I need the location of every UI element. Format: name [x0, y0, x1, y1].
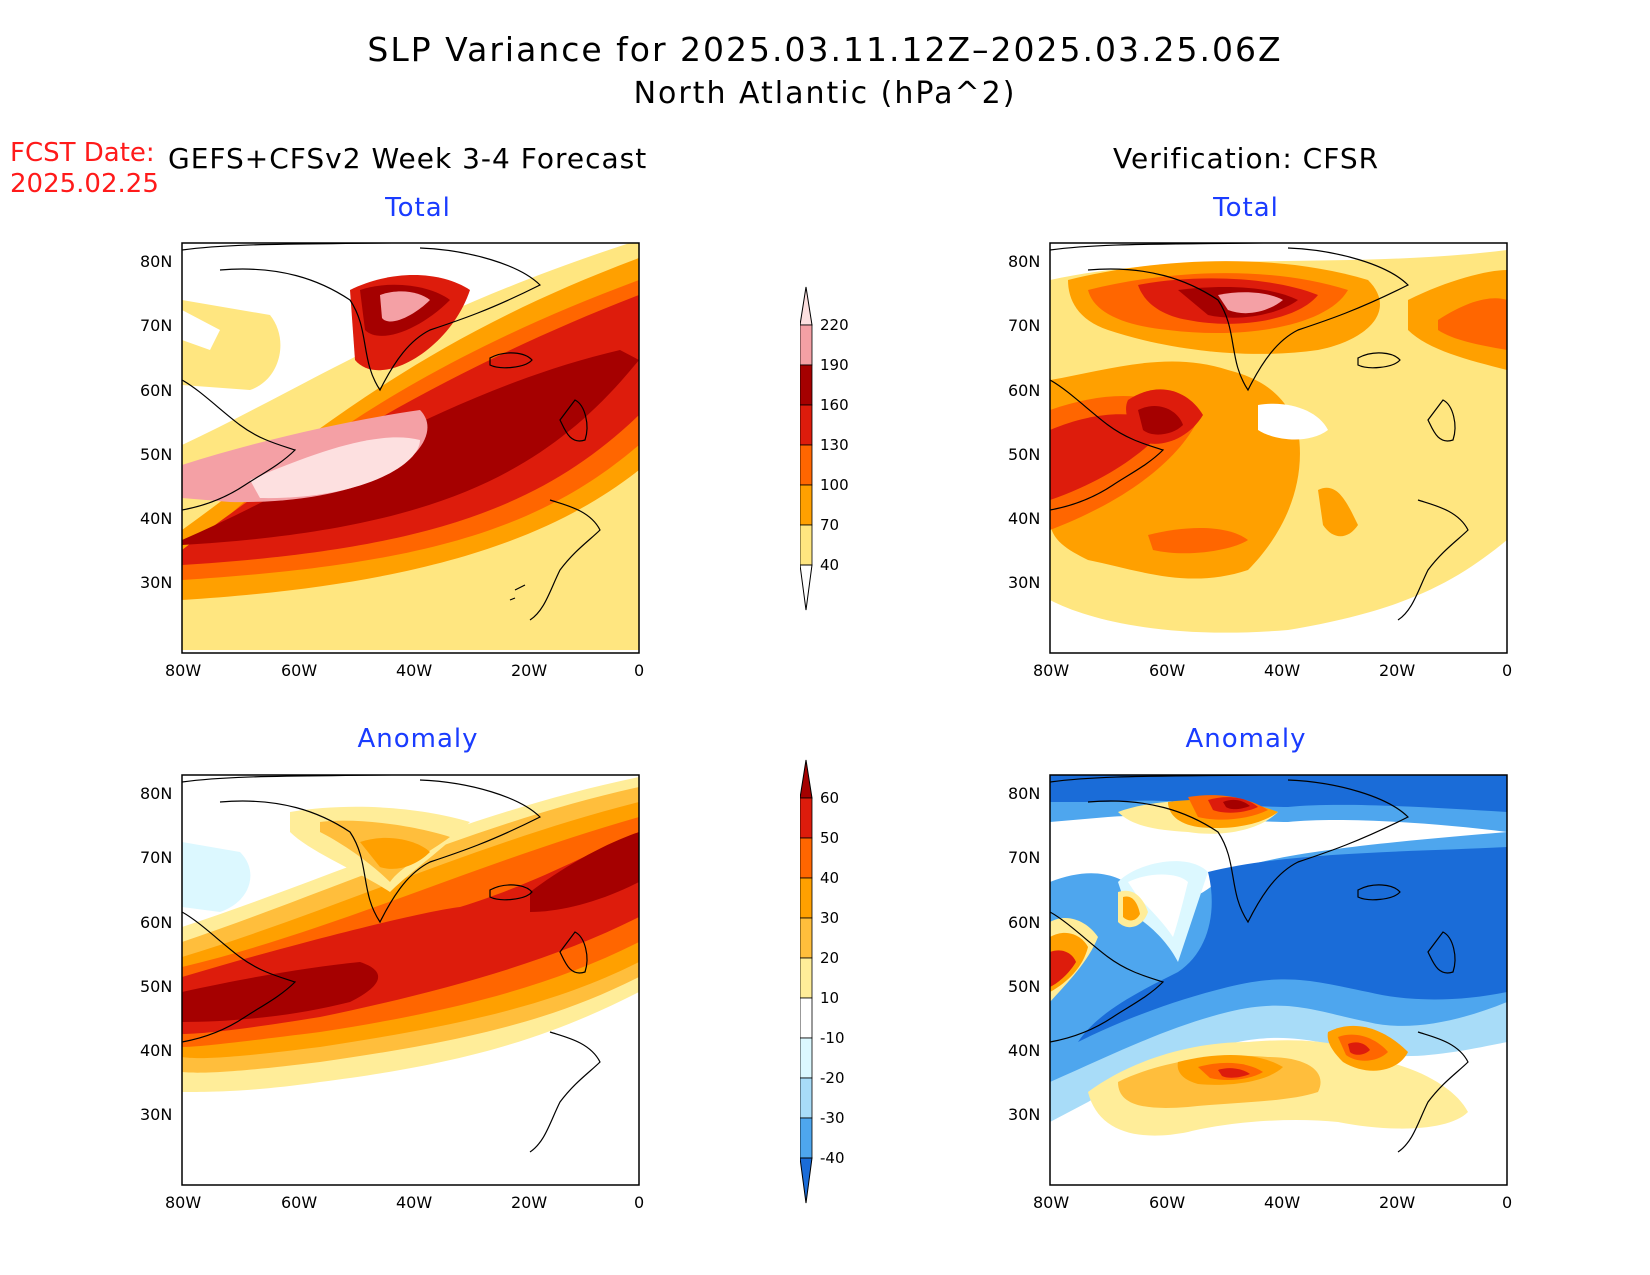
- svg-text:30N: 30N: [1008, 1105, 1040, 1124]
- cbar-total-40: 40: [820, 556, 839, 574]
- cbar-anom-30: 30: [820, 909, 839, 927]
- cbar-total-70: 70: [820, 516, 839, 534]
- cbar-total-100: 100: [820, 476, 849, 494]
- svg-text:30N: 30N: [1008, 573, 1040, 592]
- svg-text:50N: 50N: [140, 445, 172, 464]
- cbar-anom-m10: -10: [820, 1029, 845, 1047]
- svg-text:70N: 70N: [140, 316, 172, 335]
- svg-text:40W: 40W: [396, 1193, 432, 1212]
- svg-text:20W: 20W: [1379, 661, 1415, 680]
- svg-text:40W: 40W: [396, 661, 432, 680]
- svg-text:80N: 80N: [1008, 252, 1040, 271]
- cbar-anom-40: 40: [820, 869, 839, 887]
- svg-text:80W: 80W: [1033, 1193, 1069, 1212]
- cbar-anom-m30: -30: [820, 1109, 845, 1127]
- total-colorbar-top-arrow: [800, 286, 813, 326]
- svg-text:20W: 20W: [511, 1193, 547, 1212]
- svg-text:0: 0: [634, 661, 644, 680]
- svg-text:50N: 50N: [140, 977, 172, 996]
- svg-text:80N: 80N: [140, 784, 172, 803]
- fcst-total-map: 80N 70N 60N 50N 40N 30N 80W 60W 40W 20W …: [140, 242, 644, 680]
- svg-text:60W: 60W: [281, 661, 317, 680]
- total-colorbar: 220 190 160 130 100 70 40: [800, 286, 849, 611]
- svg-text:20W: 20W: [511, 661, 547, 680]
- ver-anomaly-map: 80N 70N 60N 50N 40N 30N 80W 60W 40W 20W …: [1008, 774, 1512, 1212]
- fcst-anomaly-map: 80N 70N 60N 50N 40N 30N 80W 60W 40W 20W …: [140, 774, 644, 1212]
- svg-text:80W: 80W: [165, 1193, 201, 1212]
- svg-text:20W: 20W: [1379, 1193, 1415, 1212]
- svg-text:70N: 70N: [1008, 316, 1040, 335]
- svg-text:60N: 60N: [140, 381, 172, 400]
- svg-text:50N: 50N: [1008, 445, 1040, 464]
- svg-text:70N: 70N: [140, 848, 172, 867]
- svg-text:60W: 60W: [281, 1193, 317, 1212]
- svg-text:70N: 70N: [1008, 848, 1040, 867]
- ver-anomaly-title: Anomaly: [1185, 724, 1307, 754]
- cbar-anom-20: 20: [820, 949, 839, 967]
- fcst-date-value: 2025.02.25: [10, 169, 159, 199]
- svg-text:40W: 40W: [1264, 1193, 1300, 1212]
- cbar-anom-50: 50: [820, 829, 839, 847]
- main-title: SLP Variance for 2025.03.11.12Z–2025.03.…: [367, 30, 1283, 69]
- svg-text:40W: 40W: [1264, 661, 1300, 680]
- fcst-anomaly-axes: 80N 70N 60N 50N 40N 30N 80W 60W 40W 20W …: [140, 784, 644, 1212]
- ver-total-axes: 80N 70N 60N 50N 40N 30N 80W 60W 40W 20W …: [1008, 252, 1512, 680]
- svg-text:40N: 40N: [140, 509, 172, 528]
- svg-text:40N: 40N: [1008, 1041, 1040, 1060]
- cbar-total-220: 220: [820, 316, 849, 334]
- main-subtitle: North Atlantic (hPa^2): [633, 76, 1017, 111]
- cbar-anom-m20: -20: [820, 1069, 845, 1087]
- forecast-date-label: FCST Date: 2025.02.25: [10, 138, 159, 200]
- lon-labels: 80W 60W 40W 20W 0: [165, 661, 644, 680]
- lat-labels: 80N 70N 60N 50N 40N 30N: [140, 252, 172, 592]
- cbar-anom-m40: -40: [820, 1149, 845, 1167]
- svg-text:60N: 60N: [1008, 381, 1040, 400]
- svg-text:60N: 60N: [140, 913, 172, 932]
- svg-text:60W: 60W: [1149, 661, 1185, 680]
- ver-total-map: 80N 70N 60N 50N 40N 30N 80W 60W 40W 20W …: [1008, 242, 1512, 680]
- fcst-total-axes: 80N 70N 60N 50N 40N 30N 80W 60W 40W 20W …: [140, 252, 644, 680]
- contour-220: [250, 437, 420, 499]
- cbar-anom-10: 10: [820, 989, 839, 1007]
- svg-text:30N: 30N: [140, 1105, 172, 1124]
- fcst-total-title: Total: [385, 193, 451, 223]
- cbar-total-130: 130: [820, 436, 849, 454]
- svg-text:0: 0: [634, 1193, 644, 1212]
- cbar-total-190: 190: [820, 356, 849, 374]
- total-colorbar-bottom-arrow: [800, 564, 813, 611]
- ver-total-title: Total: [1213, 193, 1279, 223]
- cbar-total-160: 160: [820, 396, 849, 414]
- svg-text:60W: 60W: [1149, 1193, 1185, 1212]
- svg-text:30N: 30N: [140, 573, 172, 592]
- anomaly-colorbar: 60 50 40 30 20 10 -10 -20 -30 -40: [800, 759, 845, 1204]
- anomaly-colorbar-bottom-arrow: [800, 1157, 813, 1204]
- svg-text:80N: 80N: [140, 252, 172, 271]
- fcst-date-caption: FCST Date:: [10, 138, 155, 168]
- svg-text:40N: 40N: [1008, 509, 1040, 528]
- svg-text:0: 0: [1502, 661, 1512, 680]
- anomaly-colorbar-top-arrow: [800, 759, 813, 799]
- svg-text:40N: 40N: [140, 1041, 172, 1060]
- svg-text:0: 0: [1502, 1193, 1512, 1212]
- fcst-anomaly-title: Anomaly: [357, 724, 479, 754]
- svg-text:50N: 50N: [1008, 977, 1040, 996]
- svg-text:60N: 60N: [1008, 913, 1040, 932]
- forecast-heading: GEFS+CFSv2 Week 3-4 Forecast: [168, 142, 648, 175]
- cbar-anom-60: 60: [820, 789, 839, 807]
- svg-text:80W: 80W: [165, 661, 201, 680]
- verification-heading: Verification: CFSR: [1113, 142, 1380, 175]
- ver-anomaly-axes: 80N 70N 60N 50N 40N 30N 80W 60W 40W 20W …: [1008, 784, 1512, 1212]
- svg-text:80W: 80W: [1033, 661, 1069, 680]
- svg-text:80N: 80N: [1008, 784, 1040, 803]
